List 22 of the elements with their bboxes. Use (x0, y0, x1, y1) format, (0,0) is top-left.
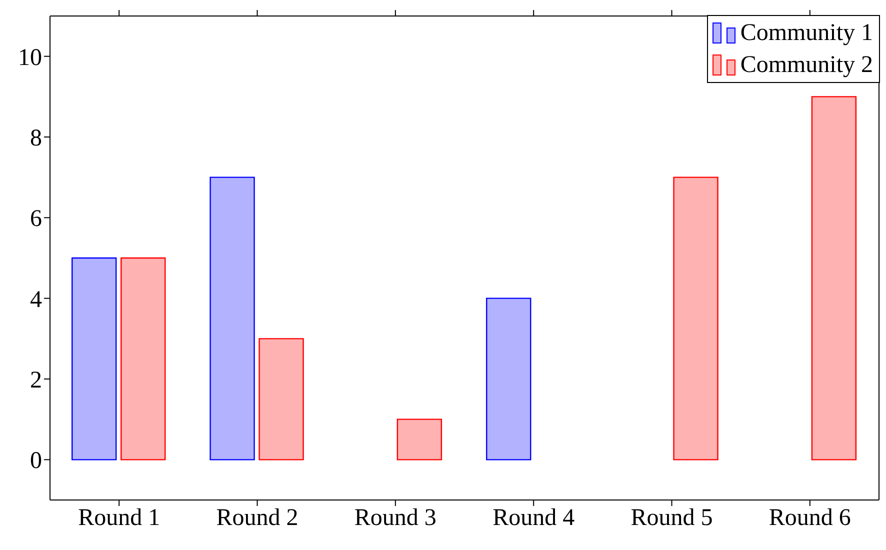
y-tick-label: 4 (30, 286, 42, 313)
bar (120, 257, 166, 460)
legend-label: Community 1 (740, 19, 873, 48)
x-tick-label: Round 5 (630, 505, 713, 532)
bar (72, 257, 117, 460)
y-tick-label: 2 (30, 368, 42, 394)
bar (811, 96, 857, 460)
y-tick-label: 6 (30, 206, 42, 232)
x-tick-label: Round 4 (492, 505, 575, 532)
y-tick-label: 10 (18, 44, 42, 71)
y-tick-label: 0 (30, 448, 42, 474)
x-tick-label: Round 1 (78, 505, 160, 532)
x-tick-label: Round 2 (216, 505, 298, 532)
bar (396, 418, 442, 460)
bar (673, 176, 718, 460)
bar (258, 338, 304, 460)
bar (210, 176, 255, 460)
legend-label: Community 2 (740, 51, 873, 80)
y-tick-label: 8 (30, 126, 42, 152)
x-tick-label: Round 3 (354, 505, 436, 532)
bar (486, 298, 532, 460)
x-tick-label: Round 6 (768, 505, 851, 532)
